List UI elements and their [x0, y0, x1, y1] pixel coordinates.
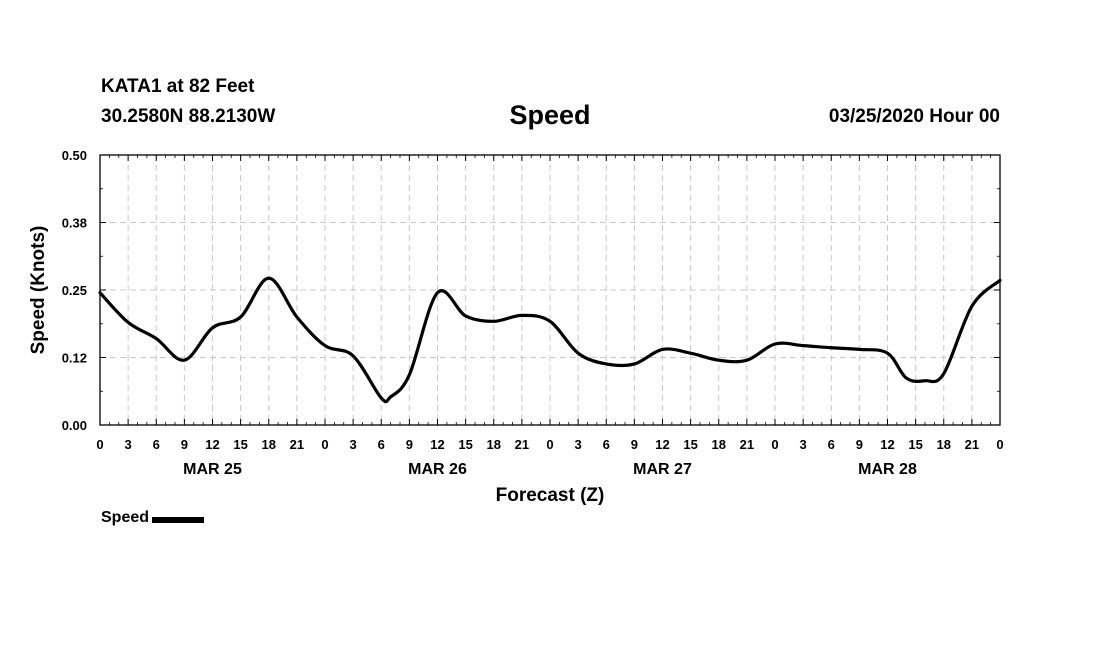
- x-day-label: MAR 26: [408, 461, 467, 478]
- x-tick-label: 15: [233, 437, 247, 452]
- y-tick-label: 0.12: [62, 351, 87, 366]
- x-tick-label: 9: [631, 437, 638, 452]
- x-tick-label: 15: [683, 437, 697, 452]
- axis-tick-labels: 0 3 6 9 12 15 18 21 0 3 6 9 12 15 18 21 0 3 6 9 12 15 18 21 0 3 6 9…: [62, 148, 1004, 478]
- x-tick-label: 18: [712, 437, 726, 452]
- legend: Speed: [101, 509, 205, 527]
- x-day-label: MAR 27: [633, 461, 692, 478]
- x-tick-label: 21: [290, 437, 304, 452]
- station-coordinates: 30.2580N 88.2130W: [101, 106, 276, 127]
- x-tick-label: 18: [937, 437, 951, 452]
- x-tick-label: 12: [880, 437, 894, 452]
- y-axis-title: Speed (Knots): [28, 226, 49, 355]
- x-tick-label: 9: [181, 437, 188, 452]
- x-tick-label: 15: [458, 437, 472, 452]
- grid-lines: [100, 155, 1000, 425]
- x-tick-label: 12: [655, 437, 669, 452]
- forecast-run-time: 03/25/2020 Hour 00: [828, 106, 1000, 127]
- x-day-label: MAR 25: [183, 461, 242, 478]
- x-tick-label: 18: [487, 437, 501, 452]
- y-tick-label: 0.25: [62, 283, 87, 298]
- x-tick-label: 3: [575, 437, 582, 452]
- x-day-label: MAR 28: [858, 461, 917, 478]
- chart-title: Speed: [509, 100, 591, 130]
- x-tick-label: 0: [771, 437, 778, 452]
- x-tick-label: 12: [430, 437, 444, 452]
- legend-line-swatch: [152, 517, 205, 523]
- x-tick-label: 3: [350, 437, 357, 452]
- x-tick-label: 21: [515, 437, 529, 452]
- x-tick-label: 9: [856, 437, 863, 452]
- x-tick-label: 21: [740, 437, 754, 452]
- x-tick-label: 0: [996, 437, 1003, 452]
- y-tick-label: 0.50: [62, 148, 87, 163]
- x-tick-label: 0: [321, 437, 328, 452]
- y-tick-label: 0.00: [62, 418, 87, 433]
- x-tick-label: 12: [205, 437, 219, 452]
- x-tick-label: 15: [908, 437, 922, 452]
- x-tick-label: 0: [546, 437, 553, 452]
- speed-series-line: [98, 276, 1002, 404]
- x-tick-label: 3: [125, 437, 132, 452]
- y-tick-label: 0.38: [62, 216, 87, 231]
- x-axis-title: Forecast (Z): [496, 485, 605, 506]
- x-tick-label: 3: [800, 437, 807, 452]
- x-tick-label: 0: [96, 437, 103, 452]
- x-tick-label: 6: [828, 437, 835, 452]
- x-tick-label: 6: [378, 437, 385, 452]
- x-tick-label: 9: [406, 437, 413, 452]
- x-tick-label: 6: [153, 437, 160, 452]
- axis-ticks: [99, 154, 1001, 426]
- legend-label: Speed: [101, 509, 150, 526]
- x-tick-label: 21: [965, 437, 979, 452]
- station-name: KATA1 at 82 Feet: [101, 76, 255, 97]
- x-tick-label: 18: [262, 437, 276, 452]
- x-tick-label: 6: [603, 437, 610, 452]
